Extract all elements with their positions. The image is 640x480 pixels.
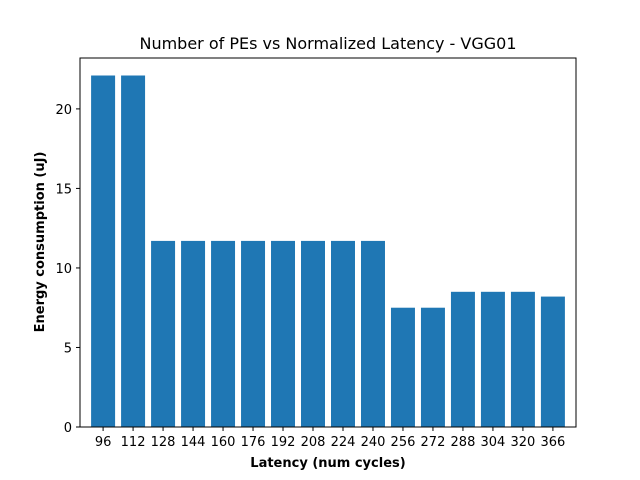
y-axis-ticks: 0 5 10 15 20	[55, 103, 80, 436]
x-tick-label: 256	[391, 435, 416, 450]
bar-256	[390, 307, 415, 427]
x-axis-ticks: 96 112 128 144 160 176 192 208 224 240 256 272 288 30…	[95, 427, 565, 450]
plot-frame	[79, 57, 577, 428]
x-tick-label: 208	[301, 435, 326, 450]
y-tick-label: 10	[55, 262, 72, 277]
x-tick-label: 192	[271, 435, 296, 450]
bar-128	[151, 240, 176, 427]
x-tick-label: 128	[151, 435, 176, 450]
bar-192	[271, 240, 296, 427]
bar-112	[121, 75, 146, 427]
bar-208	[301, 240, 325, 427]
bar-288	[450, 291, 475, 427]
bar-272	[420, 307, 445, 427]
x-tick-label: 96	[95, 435, 112, 450]
bar-224	[331, 240, 355, 427]
y-tick-label: 5	[64, 341, 72, 356]
x-tick-label: 112	[121, 435, 146, 450]
bar-304	[480, 291, 505, 427]
x-tick-label: 224	[331, 435, 356, 450]
x-tick-label: 366	[540, 435, 565, 450]
y-axis-label: Energy consumption (uJ)	[33, 152, 48, 333]
bar-160	[211, 240, 236, 427]
y-tick-label: 15	[55, 182, 72, 197]
x-tick-label: 288	[451, 435, 476, 450]
x-tick-label: 176	[241, 435, 266, 450]
bars	[91, 75, 565, 427]
bar-320	[510, 291, 535, 427]
bar-176	[241, 240, 266, 427]
bar-366	[540, 296, 565, 427]
x-axis-label: Latency (num cycles)	[250, 456, 405, 471]
x-tick-label: 144	[181, 435, 206, 450]
chart-title: Number of PEs vs Normalized Latency - VG…	[139, 34, 516, 53]
bar-96	[91, 75, 116, 427]
x-tick-label: 320	[511, 435, 536, 450]
x-tick-label: 304	[481, 435, 506, 450]
y-tick-label: 20	[55, 103, 72, 118]
y-tick-label: 0	[64, 421, 72, 436]
x-tick-label: 272	[421, 435, 446, 450]
bar-144	[181, 240, 206, 427]
x-tick-label: 160	[211, 435, 236, 450]
bar-240	[360, 240, 385, 427]
x-tick-label: 240	[361, 435, 386, 450]
